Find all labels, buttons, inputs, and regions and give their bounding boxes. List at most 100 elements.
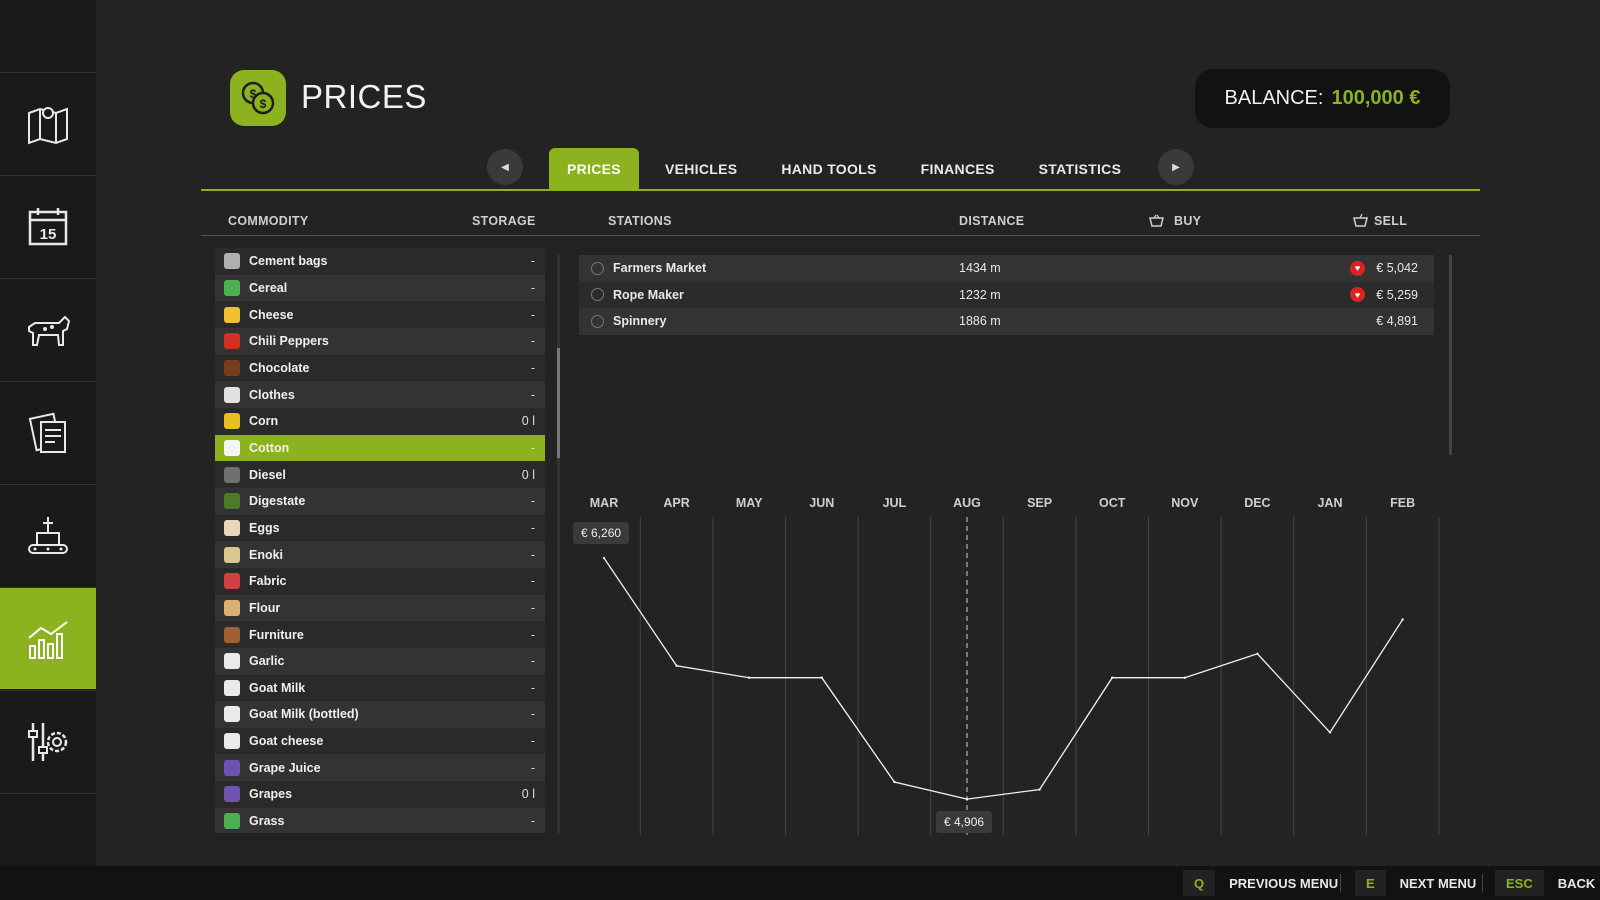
- station-sort-icon[interactable]: [591, 261, 604, 275]
- previous-menu-button[interactable]: Q PREVIOUS MENU: [1183, 870, 1338, 896]
- commodity-row[interactable]: Cement bags -: [215, 248, 545, 275]
- commodity-icon: [224, 786, 240, 803]
- commodity-icon: [224, 386, 240, 403]
- balance-label: BALANCE:: [1224, 87, 1324, 109]
- prices-icon: [28, 620, 68, 659]
- commodity-storage: -: [530, 600, 535, 615]
- tab-statistics[interactable]: STATISTICS: [1038, 161, 1122, 177]
- price-chart: MAR APR MAY JUN JUL AUG SEP OCT NOV DEC JAN FEB € 6…: [567, 495, 1451, 835]
- commodity-name: Eggs: [249, 520, 280, 535]
- commodity-row[interactable]: Clothes -: [215, 381, 545, 408]
- commodity-icon: [224, 626, 240, 643]
- price-point: [675, 664, 678, 667]
- price-point: [1111, 676, 1114, 679]
- commodity-row[interactable]: Grapes 0 l: [215, 781, 545, 808]
- commodity-row[interactable]: Goat cheese -: [215, 727, 545, 755]
- commodity-row[interactable]: Grape Juice -: [215, 754, 545, 782]
- station-sort-icon[interactable]: [591, 314, 604, 328]
- heart-icon: ♥: [1350, 287, 1365, 303]
- sidebar-item-calendar[interactable]: 15: [0, 175, 96, 277]
- price-point: [1038, 788, 1041, 791]
- commodity-row[interactable]: Grass -: [215, 807, 545, 833]
- sell-basket-icon: [1353, 214, 1368, 227]
- commodity-name: Cheese: [249, 307, 294, 322]
- commodity-name: Enoki: [249, 547, 284, 562]
- commodity-row[interactable]: Flour -: [215, 594, 545, 622]
- sidebar-item-map[interactable]: [0, 72, 96, 174]
- commodity-icon: [224, 599, 240, 616]
- commodity-row[interactable]: Eggs -: [215, 514, 545, 542]
- sidebar-item-contracts[interactable]: [0, 381, 96, 483]
- tab-vehicles[interactable]: VEHICLES: [664, 161, 738, 177]
- sidebar-item-animals[interactable]: [0, 278, 96, 380]
- commodity-name: Cement bags: [249, 254, 328, 269]
- column-storage: STORAGE: [472, 214, 536, 228]
- tab-prices[interactable]: PRICES: [549, 148, 639, 190]
- commodity-row[interactable]: Cheese -: [215, 301, 545, 328]
- column-buy: BUY: [1149, 214, 1201, 228]
- prev-tab-button[interactable]: ◀: [487, 149, 523, 185]
- commodity-row[interactable]: Chocolate -: [215, 354, 545, 382]
- previous-menu-label: PREVIOUS MENU: [1229, 875, 1339, 891]
- svg-text:$: $: [260, 97, 267, 111]
- sidebar-item-prices[interactable]: [0, 587, 96, 689]
- stations-scrollbar[interactable]: [1449, 255, 1452, 455]
- commodity-storage: -: [530, 547, 535, 562]
- commodity-name: Garlic: [249, 654, 285, 669]
- commodity-row[interactable]: Fabric -: [215, 567, 545, 595]
- commodity-scrollbar-thumb[interactable]: [557, 348, 560, 458]
- arrow-left-icon: ◀: [501, 161, 509, 173]
- sidebar-divider: [0, 793, 96, 794]
- footer-bar: [0, 866, 1600, 900]
- commodity-name: Cereal: [249, 280, 288, 295]
- commodity-row[interactable]: Cereal -: [215, 274, 545, 302]
- next-menu-button[interactable]: E NEXT MENU: [1355, 870, 1476, 896]
- commodity-storage: -: [530, 254, 535, 269]
- commodity-icon: [224, 706, 240, 723]
- chart-month-label: AUG: [953, 496, 981, 510]
- next-tab-button[interactable]: ▶: [1158, 149, 1194, 185]
- sidebar-item-settings[interactable]: [0, 690, 96, 792]
- commodity-row[interactable]: Goat Milk -: [215, 674, 545, 702]
- commodity-row[interactable]: Cotton -: [215, 434, 545, 462]
- station-row[interactable]: Rope Maker 1232 m ♥ € 5,259: [579, 281, 1434, 309]
- column-sell: SELL: [1353, 214, 1407, 228]
- commodity-scrollbar[interactable]: [557, 255, 560, 833]
- commodity-storage: -: [530, 707, 535, 722]
- commodity-name: Flour: [249, 600, 281, 615]
- chart-month-label: JUL: [883, 496, 907, 510]
- page-title: PRICES: [301, 78, 427, 115]
- commodity-row[interactable]: Goat Milk (bottled) -: [215, 701, 545, 728]
- balance-value: 100,000 €: [1331, 87, 1421, 109]
- commodity-storage: 0 l: [521, 787, 535, 802]
- commodity-name: Clothes: [249, 387, 295, 402]
- commodity-row[interactable]: Diesel 0 l: [215, 461, 545, 488]
- tab-underline: [201, 189, 1480, 191]
- commodity-row[interactable]: Digestate -: [215, 487, 545, 515]
- commodity-storage: -: [530, 440, 535, 455]
- chart-month-label: SEP: [1027, 496, 1052, 510]
- commodity-row[interactable]: Chili Peppers -: [215, 327, 545, 355]
- commodity-row[interactable]: Furniture -: [215, 621, 545, 648]
- commodity-icon: [224, 493, 240, 510]
- commodity-row[interactable]: Garlic -: [215, 647, 545, 675]
- station-row[interactable]: Spinnery 1886 m € 4,891: [579, 308, 1434, 335]
- chart-month-label: FEB: [1390, 496, 1415, 510]
- back-button[interactable]: ESC BACK: [1495, 870, 1595, 896]
- commodity-row[interactable]: Corn 0 l: [215, 407, 545, 435]
- tab-hand-tools[interactable]: HAND TOOLS: [781, 161, 877, 177]
- commodity-row[interactable]: Enoki -: [215, 541, 545, 568]
- commodity-icon: [224, 413, 240, 430]
- sidebar-item-production[interactable]: [0, 484, 96, 586]
- heart-icon: ♥: [1350, 260, 1365, 276]
- commodity-storage: -: [530, 760, 535, 775]
- station-sort-icon[interactable]: [591, 288, 604, 302]
- price-line: [603, 557, 1404, 800]
- calendar-day: 15: [40, 226, 57, 243]
- commodity-icon: [224, 439, 240, 456]
- commodity-storage: -: [530, 494, 535, 509]
- station-row[interactable]: Farmers Market 1434 m ♥ € 5,042: [579, 255, 1434, 282]
- column-commodity: COMMODITY: [228, 214, 309, 228]
- tab-finances[interactable]: FINANCES: [920, 161, 995, 177]
- animals-icon: [28, 315, 71, 346]
